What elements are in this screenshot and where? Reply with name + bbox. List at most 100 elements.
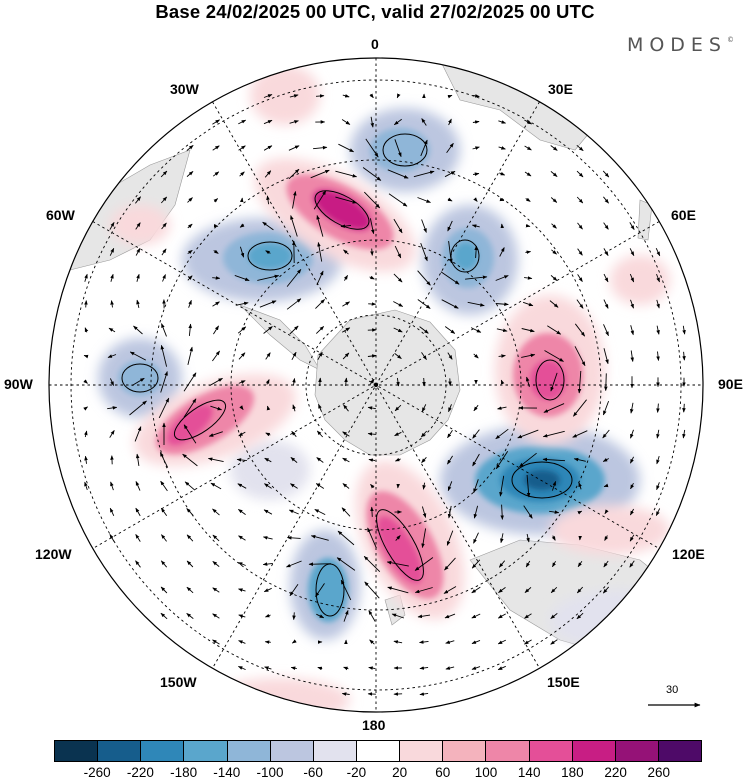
wind-arrow xyxy=(444,557,456,571)
wind-arrow xyxy=(290,666,297,671)
wind-arrow xyxy=(417,614,431,619)
wind-arrow xyxy=(499,197,505,202)
wind-arrow xyxy=(422,482,426,490)
wind-arrow xyxy=(83,354,89,359)
wind-arrow xyxy=(550,197,558,203)
wind-arrow xyxy=(135,222,141,230)
colorbar-tick-label: 260 xyxy=(647,765,671,780)
brand-copyright-mark: © xyxy=(727,36,734,44)
wind-arrow xyxy=(315,94,325,98)
map-disc xyxy=(49,58,703,712)
wind-arrow xyxy=(552,560,556,568)
wind-arrow xyxy=(419,326,429,334)
wind-arrow xyxy=(161,534,167,542)
wind-arrow xyxy=(471,224,480,228)
wind-arrow xyxy=(495,302,509,306)
lon-label-90e: 90E xyxy=(718,376,743,392)
colorbar-swatch xyxy=(529,741,573,761)
wind-arrow xyxy=(109,430,115,438)
colorbar-swatch xyxy=(227,741,271,761)
wind-arrow xyxy=(391,613,405,619)
wind-arrow xyxy=(263,587,272,593)
wind-arrow xyxy=(603,196,609,204)
wind-arrow xyxy=(550,171,558,177)
wind-arrow xyxy=(444,326,456,334)
wind-arrow xyxy=(183,398,197,418)
wind-arrow xyxy=(212,276,221,280)
wind-arrow xyxy=(474,245,478,259)
colorbar-ticks: -260 -220 -180 -140 -100 -60 -20 20 60 100 140 180 2… xyxy=(0,765,750,783)
wind-arrow xyxy=(447,455,453,465)
wind-arrow xyxy=(317,666,323,671)
wind-arrow xyxy=(656,273,660,283)
wind-arrow xyxy=(497,639,507,645)
wind-arrow xyxy=(335,196,358,204)
wind-arrow xyxy=(262,221,274,231)
wind-arrow xyxy=(471,613,481,619)
wind-arrow xyxy=(500,223,505,229)
wind-arrow xyxy=(630,429,634,439)
wind-arrow xyxy=(160,371,168,393)
wind-arrow xyxy=(447,220,453,232)
wind-arrow xyxy=(316,430,324,438)
wind-arrow xyxy=(519,452,537,468)
lon-label-60w: 60W xyxy=(46,207,75,223)
wind-arrow xyxy=(413,170,435,178)
wind-arrow xyxy=(340,579,352,601)
wind-arrow xyxy=(629,560,635,568)
wind-arrow xyxy=(471,559,481,569)
wind-arrow xyxy=(576,586,584,594)
colorbar-tick-label: 220 xyxy=(604,765,627,780)
colorbar-tick-label: -60 xyxy=(303,765,323,780)
colorbar-tick-label: -220 xyxy=(126,765,154,780)
wind-arrow xyxy=(210,482,222,490)
wind-arrow xyxy=(473,404,479,412)
wind-arrow xyxy=(393,273,403,283)
wind-arrow xyxy=(630,350,634,362)
wind-arrow xyxy=(183,424,197,444)
wind-arrow xyxy=(160,507,168,517)
wind-arrow xyxy=(238,535,246,541)
wind-arrow xyxy=(629,273,635,283)
wind-arrow xyxy=(162,274,166,282)
wind-arrow xyxy=(419,692,429,696)
wind-arrow xyxy=(84,430,88,438)
wind-arrow xyxy=(603,483,609,488)
wind-arrow xyxy=(393,218,403,234)
wind-arrow xyxy=(264,457,272,463)
wind-arrow xyxy=(135,248,141,256)
wind-arrow xyxy=(388,193,408,207)
wind-arrow xyxy=(499,247,505,257)
wind-arrow xyxy=(629,248,635,257)
wind-arrow xyxy=(498,146,506,150)
wind-arrow xyxy=(234,274,250,282)
wind-arrow xyxy=(550,639,558,645)
colorbar xyxy=(54,740,702,762)
wind-arrow xyxy=(262,536,273,540)
wind-arrow xyxy=(421,457,427,464)
wind-arrow xyxy=(316,214,324,237)
wind-arrow xyxy=(264,483,272,489)
wind-arrow xyxy=(576,299,584,309)
wind-arrow xyxy=(497,406,507,410)
wind-arrow xyxy=(577,561,583,568)
wind-arrow xyxy=(473,197,478,202)
wind-arrow xyxy=(393,640,403,644)
wind-arrow xyxy=(188,323,192,336)
wind-arrow xyxy=(444,613,456,619)
wind-arrow xyxy=(655,508,661,517)
wind-arrow xyxy=(291,430,297,437)
wind-arrow xyxy=(682,429,686,439)
wind-arrow xyxy=(447,505,452,519)
anomaly-field xyxy=(98,65,690,712)
wind-arrow xyxy=(574,346,586,367)
wind-arrow xyxy=(292,377,296,386)
wind-arrow xyxy=(547,325,562,335)
wind-arrow xyxy=(603,273,609,283)
wind-arrow xyxy=(108,327,116,333)
wind-arrow xyxy=(577,510,583,515)
wind-arrow xyxy=(265,379,270,385)
wind-arrow xyxy=(577,274,583,282)
south-pole-marker xyxy=(374,383,378,387)
wind-arrow xyxy=(656,482,660,491)
